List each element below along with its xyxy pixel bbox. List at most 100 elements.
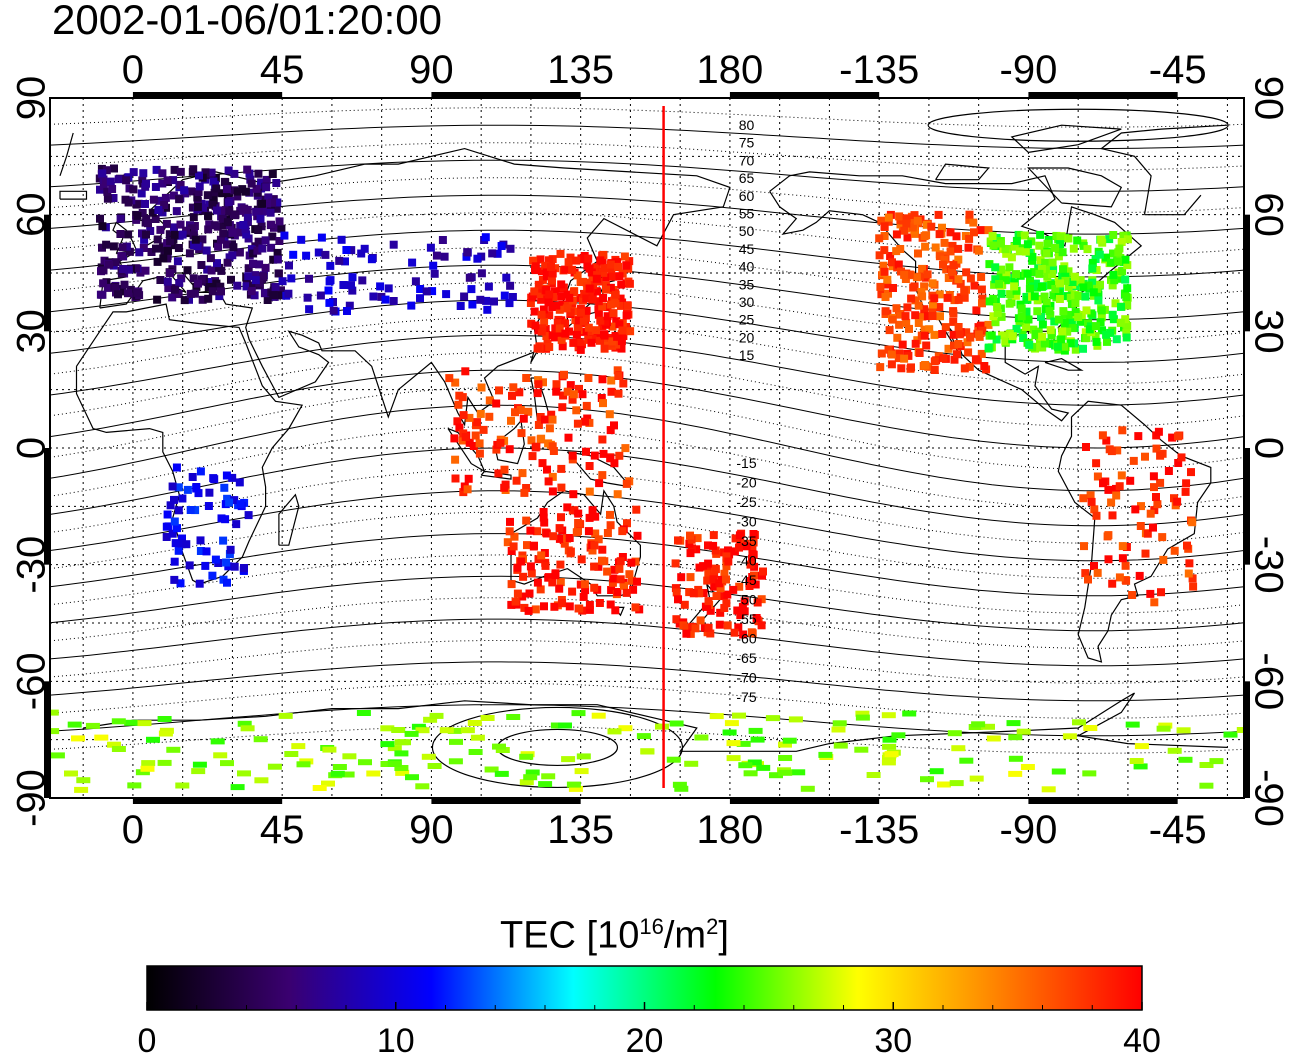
tec-cell bbox=[1170, 546, 1179, 555]
tec-cell bbox=[1037, 264, 1046, 273]
tec-cell bbox=[833, 742, 848, 749]
contour-label: 60 bbox=[739, 188, 755, 204]
south-pole-contour bbox=[496, 728, 619, 767]
tec-cell bbox=[582, 447, 590, 456]
tec-cell bbox=[854, 746, 869, 753]
tec-cell bbox=[1058, 248, 1067, 257]
tec-cell bbox=[394, 750, 409, 757]
tec-cell bbox=[1091, 332, 1100, 341]
tec-cell bbox=[465, 438, 474, 447]
tec-cell bbox=[545, 424, 554, 433]
tec-cell bbox=[742, 542, 751, 551]
tec-cell bbox=[875, 234, 884, 243]
tec-cell bbox=[966, 333, 975, 342]
tec-cell bbox=[133, 288, 142, 297]
tec-cell bbox=[178, 230, 187, 239]
tec-cell bbox=[226, 545, 235, 554]
tec-cell bbox=[477, 383, 486, 392]
tec-cell bbox=[746, 560, 755, 569]
tec-cell bbox=[195, 171, 203, 180]
tec-cell bbox=[895, 212, 904, 221]
tec-cell bbox=[693, 534, 702, 543]
tec-cell bbox=[114, 175, 123, 184]
tec-cell bbox=[1104, 555, 1113, 564]
tec-cell bbox=[585, 462, 594, 470]
colorbar-tick-label: 30 bbox=[874, 1022, 912, 1057]
tec-cell bbox=[1042, 298, 1051, 307]
contour-line bbox=[50, 334, 1244, 406]
tec-cell bbox=[1108, 511, 1117, 520]
tec-cell bbox=[166, 501, 175, 510]
tec-cell bbox=[568, 587, 577, 596]
tec-cell bbox=[600, 344, 609, 353]
tec-cell bbox=[129, 185, 138, 194]
tec-cell bbox=[748, 727, 763, 734]
tec-cell bbox=[722, 575, 730, 584]
lat-tick-label-left: 60 bbox=[10, 192, 54, 237]
tec-cell bbox=[225, 498, 234, 507]
tec-cell bbox=[740, 597, 749, 606]
tec-cell bbox=[572, 406, 581, 415]
contour-label: 35 bbox=[739, 276, 755, 292]
tec-cell bbox=[170, 223, 178, 232]
colorbar-title: TEC [1016/m2] bbox=[500, 905, 729, 958]
tec-cell bbox=[1019, 334, 1028, 342]
tec-cell bbox=[1010, 278, 1019, 287]
tec-cell bbox=[152, 244, 160, 253]
tec-cell bbox=[416, 285, 425, 293]
tec-cell bbox=[473, 418, 482, 427]
tec-cell bbox=[1178, 756, 1193, 763]
tec-cell bbox=[575, 384, 583, 393]
contour-line bbox=[50, 533, 1244, 597]
tec-cell bbox=[170, 557, 179, 566]
tec-cell bbox=[195, 182, 204, 191]
tec-cell bbox=[935, 290, 944, 299]
tec-cell bbox=[920, 331, 929, 340]
tec-cell bbox=[1007, 273, 1016, 282]
tec-cell bbox=[704, 597, 713, 606]
tec-cell bbox=[1141, 452, 1149, 461]
tec-cell bbox=[601, 273, 610, 282]
tec-cell bbox=[159, 254, 168, 263]
tec-cell bbox=[154, 206, 163, 214]
tec-cell bbox=[366, 770, 381, 777]
contour-label: -75 bbox=[736, 689, 756, 705]
tec-cell bbox=[626, 327, 635, 336]
tec-cell bbox=[1056, 240, 1065, 249]
tec-cell bbox=[223, 218, 232, 227]
tec-cell bbox=[584, 374, 593, 382]
tec-cell bbox=[695, 563, 704, 572]
tec-cell bbox=[1108, 579, 1117, 588]
tec-cell bbox=[267, 243, 276, 252]
tec-cell bbox=[230, 169, 239, 178]
contour-line bbox=[50, 597, 1244, 649]
tec-cell bbox=[153, 257, 162, 266]
tec-cell bbox=[560, 370, 568, 379]
tec-cell bbox=[1064, 267, 1073, 276]
tec-cell bbox=[131, 264, 140, 273]
tec-cell bbox=[485, 396, 494, 405]
tec-cell bbox=[1083, 245, 1092, 254]
tec-cell bbox=[511, 408, 519, 417]
tec-cell bbox=[277, 224, 286, 233]
tec-cell bbox=[539, 305, 548, 314]
tec-cell bbox=[266, 208, 275, 217]
tec-cell bbox=[177, 274, 186, 283]
tec-cell bbox=[962, 328, 971, 337]
tec-cell bbox=[920, 776, 934, 783]
contour-label: 70 bbox=[739, 152, 755, 168]
tec-cell bbox=[1081, 569, 1090, 578]
tec-cell bbox=[581, 417, 589, 426]
lat-tick-label-right: 60 bbox=[1246, 192, 1290, 237]
tec-cell bbox=[671, 584, 680, 593]
tec-cell bbox=[111, 718, 126, 725]
tec-cell bbox=[965, 210, 974, 219]
tec-cell bbox=[252, 207, 261, 216]
tec-cell bbox=[477, 269, 486, 278]
tec-cell bbox=[98, 169, 107, 178]
tec-cell bbox=[212, 206, 221, 215]
tec-cell bbox=[50, 752, 65, 759]
tec-cell bbox=[1104, 485, 1113, 494]
tec-cell bbox=[561, 756, 576, 763]
tec-cell bbox=[1111, 299, 1120, 308]
